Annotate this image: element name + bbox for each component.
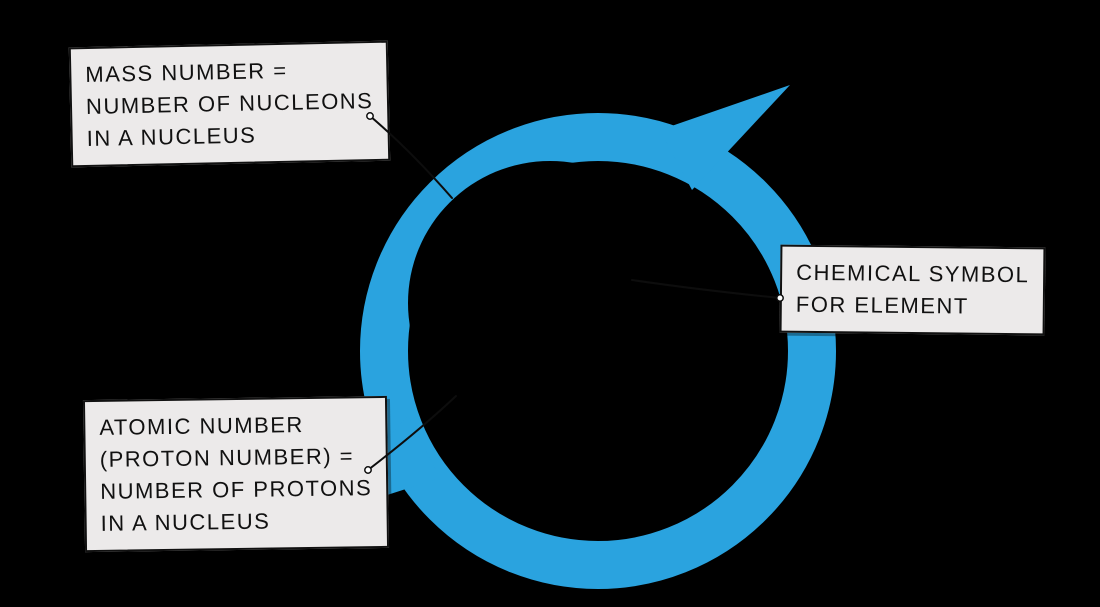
atomic-number-symbol: Z [442,342,491,416]
atomic-number-label: ATOMIC NUMBER (PROTON NUMBER) = NUMBER O… [83,396,389,552]
atomic-number-label-line3: NUMBER OF PROTONS [100,472,372,508]
mass-number-label-line3: IN A NUCLEUS [86,117,374,155]
element-symbol-label: CHEMICAL SYMBOL FOR ELEMENT [780,245,1046,336]
atomic-number-label-line2: (PROTON NUMBER) = [100,440,372,476]
mass-number-label-line2: NUMBER OF NUCLEONS [86,85,374,123]
element-symbol-label-line2: FOR ELEMENT [796,289,1030,323]
atomic-number-label-line1: ATOMIC NUMBER [99,408,371,444]
element-symbol-label-line1: CHEMICAL SYMBOL [796,257,1030,291]
mass-number-label: MASS NUMBER = NUMBER OF NUCLEONS IN A NU… [69,41,391,167]
nuclide-notation-diagram: X A Z MASS NUMBER = NUMBER OF NUCLEONS I… [0,0,1100,607]
mass-number-symbol: A [440,184,493,258]
atomic-number-label-line4: IN A NUCLEUS [100,504,372,540]
element-symbol: X [492,208,615,378]
